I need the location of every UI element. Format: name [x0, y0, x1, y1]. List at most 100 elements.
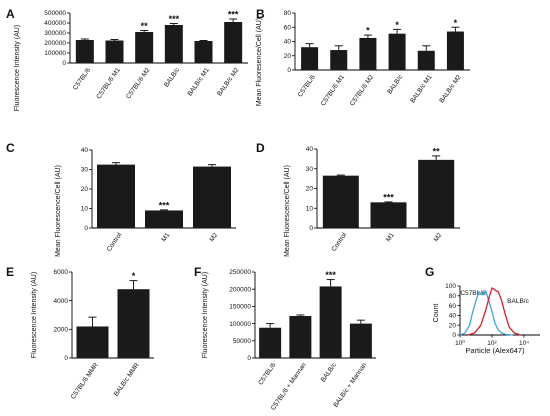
panel-f-bar — [349, 323, 372, 358]
panel-g-y-tick-label: 100 — [445, 283, 456, 290]
panel-e-x-tick-label: C57BL/6 MMR — [70, 361, 100, 400]
panel-e-y-axis-label: Fluorescence Intensity (AU) — [31, 272, 38, 358]
panel-e-bar — [76, 326, 109, 358]
panel-e: E Fluorescence Intensity (AU) 0 2000 4000 6… — [6, 265, 154, 401]
panel-c-bar — [97, 164, 135, 228]
panel-g: G Count Particle (Alex647) C57BL/6 BALB/… — [425, 265, 540, 355]
panel-b-y-tick-label: 80 — [284, 10, 292, 17]
panel-a-y-tick-label: 500000 — [44, 10, 66, 17]
panel-d-bar — [370, 202, 407, 228]
panel-f-y-tick-label: 0 — [247, 355, 251, 362]
panel-a: A Fluorescence Intensity (AU) 0 100000 200… — [6, 7, 248, 111]
panel-g-legend-balbc: BALB/c — [507, 298, 529, 305]
panel-f-significance-marker: *** — [325, 270, 336, 280]
panel-e-x-tick-label: BALB/c MMR — [113, 361, 141, 397]
panel-c-y-tick-label: 30 — [81, 167, 89, 174]
panel-g-y-tick-label: 0 — [452, 332, 456, 339]
panel-d-y-tick-label: 30 — [306, 166, 314, 173]
panel-e-y-tick-label: 6000 — [54, 269, 69, 276]
panel-c-plot: 0 10 20 30 40 Control *** M1 M2 — [81, 147, 236, 253]
panel-g-x-axis-label: Particle (Alex647) — [465, 346, 525, 355]
panel-b-bar — [301, 47, 319, 70]
panel-c-y-tick-label: 10 — [81, 206, 89, 213]
panel-b-bar — [446, 31, 464, 70]
panel-a-y-tick-label: 100000 — [44, 50, 66, 57]
panel-g-x-tick-label: 10⁴ — [519, 340, 529, 347]
panel-b-significance-marker: * — [454, 18, 458, 28]
panel-d-y-axis-label: Mean Fluorescence/Cell (AU) — [284, 165, 291, 257]
panel-f-x-tick-label: BALB/c + Mannan — [332, 361, 368, 408]
panel-g-series-line-balbc — [467, 287, 521, 336]
panel-a-x-tick-label: C57BL/6 M2 — [125, 66, 152, 100]
panel-letter-g: G — [425, 265, 434, 279]
panel-letter-f: F — [194, 265, 201, 279]
panel-b-y-tick-label: 40 — [284, 39, 292, 46]
panel-e-y-tick-label: 0 — [64, 355, 68, 362]
panel-d-plot: 0 10 20 30 40 Control *** M1 ** M2 — [306, 146, 460, 253]
panel-letter-b: B — [256, 7, 265, 21]
panel-b-significance-marker: * — [366, 26, 370, 36]
panel-d-y-tick-label: 20 — [306, 186, 314, 193]
panel-f-x-tick-label: C57BL/6 — [257, 361, 277, 386]
panel-b-bar — [388, 33, 406, 70]
panel-c-significance-marker: *** — [159, 200, 170, 210]
panel-c: C Mean Fluorescence/Cell (AU) 0 10 20 30 40 C… — [6, 141, 236, 257]
panel-d-x-tick-label: M1 — [385, 231, 396, 243]
panel-d-y-tick-label: 40 — [306, 146, 314, 153]
panel-letter-d: D — [256, 141, 265, 155]
panel-e-bar — [117, 289, 150, 358]
panel-a-bar — [164, 25, 183, 63]
panel-d: D Mean Fluorescence/Cell (AU) 0 10 20 30 40 C… — [256, 141, 460, 257]
panel-a-bar — [75, 40, 94, 63]
panel-e-y-tick-label: 2000 — [54, 327, 69, 334]
panel-d-significance-marker: *** — [383, 192, 394, 202]
panel-c-x-tick-label: M2 — [208, 231, 219, 243]
panel-letter-e: E — [6, 265, 14, 279]
panel-b-y-tick-label: 20 — [284, 53, 292, 60]
panel-c-bar — [193, 166, 231, 228]
panel-a-x-tick-label: C57BL/6 — [72, 66, 92, 91]
panel-f-plot: 0 50000 100000 150000 200000 250000 C57BL/6C57… — [229, 269, 376, 412]
panel-f-bar — [319, 286, 342, 358]
panel-g-y-tick-label: 80 — [449, 293, 457, 300]
panel-g-y-tick-label: 60 — [449, 303, 457, 310]
panel-f-y-tick-label: 50000 — [233, 338, 251, 345]
panel-c-x-tick-label: M1 — [160, 231, 171, 243]
panel-a-y-tick-label: 200000 — [44, 40, 66, 47]
panel-b-x-tick-label: C57BL/6 M2 — [349, 73, 376, 107]
panel-d-x-tick-label: Control — [330, 231, 348, 253]
panel-a-y-axis-label: Fluorescence Intensity (AU) — [14, 25, 21, 111]
panel-b-y-axis-label: Mean Fluoresence/Cell (AU) — [256, 18, 263, 106]
panel-letter-c: C — [6, 141, 15, 155]
panel-c-y-tick-label: 0 — [84, 225, 88, 232]
panel-a-x-tick-label: C57BL/6 M1 — [95, 66, 122, 100]
panel-c-y-axis-label: Mean Fluorescence/Cell (AU) — [55, 165, 62, 257]
panel-c-y-tick-label: 20 — [81, 186, 89, 193]
panel-f-bar — [259, 327, 282, 358]
panel-b-x-tick-label: BALB/c M2 — [438, 73, 463, 104]
panel-f-y-axis-label: Fluorescence Intensity (AU) — [202, 272, 209, 358]
panel-a-significance-marker: ** — [141, 21, 149, 31]
panel-a-significance-marker: *** — [228, 10, 239, 20]
panel-a-x-tick-label: BALB/c M1 — [186, 66, 211, 97]
panel-f-y-tick-label: 150000 — [229, 304, 251, 311]
panel-c-y-tick-label: 40 — [81, 147, 89, 154]
panel-d-bar — [418, 159, 455, 228]
panel-a-y-tick-label: 300000 — [44, 30, 66, 37]
panel-a-y-tick-label: 400000 — [44, 20, 66, 27]
panel-b-bar — [330, 50, 348, 70]
panel-b-bar — [417, 50, 435, 70]
panel-g-legend-c57bl6: C57BL/6 — [460, 290, 486, 297]
panel-g-y-axis-label: Count — [433, 304, 440, 323]
panel-c-x-tick-label: Control — [106, 231, 124, 253]
panel-a-significance-marker: *** — [169, 14, 180, 24]
panel-f-x-tick-label: BALB/c — [320, 361, 339, 383]
panel-e-plot: 0 2000 4000 6000 C57BL/6 MMR * BALB/c MMR — [54, 269, 154, 401]
panel-a-x-tick-label: BALB/c — [163, 66, 182, 88]
panel-a-bar — [194, 41, 213, 63]
panel-f-y-tick-label: 200000 — [229, 286, 251, 293]
panel-a-bar — [105, 40, 124, 63]
panel-a-bar — [135, 32, 154, 63]
